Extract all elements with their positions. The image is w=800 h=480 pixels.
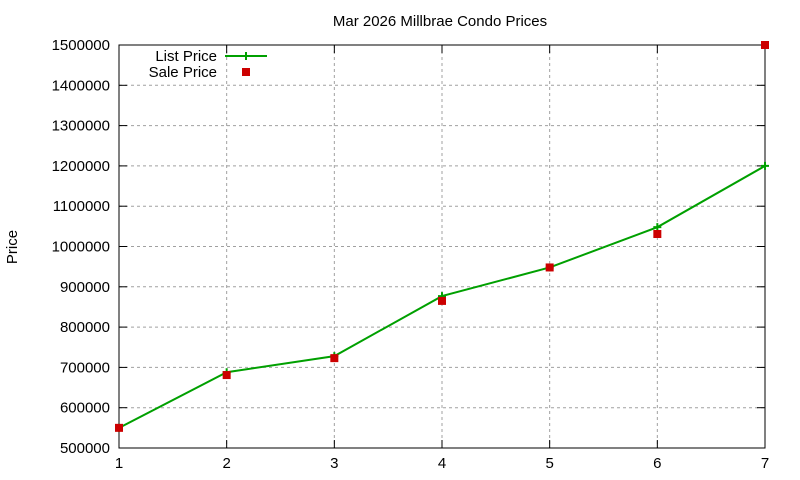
y-tick-label: 1100000 xyxy=(53,198,110,215)
y-tick-label: 500000 xyxy=(60,440,110,457)
sale-price-point xyxy=(115,423,123,432)
y-tick-label: 800000 xyxy=(60,319,110,336)
series-layer xyxy=(115,41,769,432)
y-tick-label: 1300000 xyxy=(52,118,110,135)
sale-price-point xyxy=(761,41,769,49)
x-tick-label: 3 xyxy=(330,455,338,472)
y-tick-label: 700000 xyxy=(60,359,110,376)
x-tick-label: 2 xyxy=(222,455,230,472)
x-tick-label: 7 xyxy=(761,455,769,472)
sale-price-point xyxy=(653,230,662,239)
legend: List Price Sale Price xyxy=(149,48,267,81)
sale-price-point xyxy=(330,354,339,363)
legend-cross-icon xyxy=(242,52,250,60)
sale-price-point xyxy=(438,296,446,305)
grid-lines xyxy=(119,45,765,448)
x-tick-label: 1 xyxy=(115,455,123,472)
x-axis-ticks: 1 2 3 4 5 6 7 xyxy=(115,45,769,472)
x-tick-label: 6 xyxy=(653,455,661,472)
sale-price-point xyxy=(545,263,554,272)
list-price-point xyxy=(653,223,662,232)
y-tick-label: 600000 xyxy=(60,400,110,417)
legend-label-sale-price: Sale Price xyxy=(149,64,217,81)
x-tick-label: 5 xyxy=(545,455,553,472)
sale-price-point xyxy=(222,371,231,380)
x-tick-label: 4 xyxy=(438,455,446,472)
y-tick-label: 1000000 xyxy=(52,239,110,256)
chart-title: Mar 2026 Millbrae Condo Prices xyxy=(333,13,547,30)
list-price-point xyxy=(761,161,769,170)
y-axis-label: Price xyxy=(4,230,21,264)
legend-square-icon xyxy=(242,68,250,76)
y-axis-ticks: 500000 600000 700000 800000 900000 1000000 110… xyxy=(52,37,765,457)
y-tick-label: 1400000 xyxy=(52,77,110,94)
plot-border xyxy=(118,44,766,449)
y-tick-label: 1500000 xyxy=(52,37,110,54)
y-tick-label: 900000 xyxy=(60,279,110,296)
legend-label-list-price: List Price xyxy=(155,48,217,65)
y-tick-label: 1200000 xyxy=(52,158,110,175)
